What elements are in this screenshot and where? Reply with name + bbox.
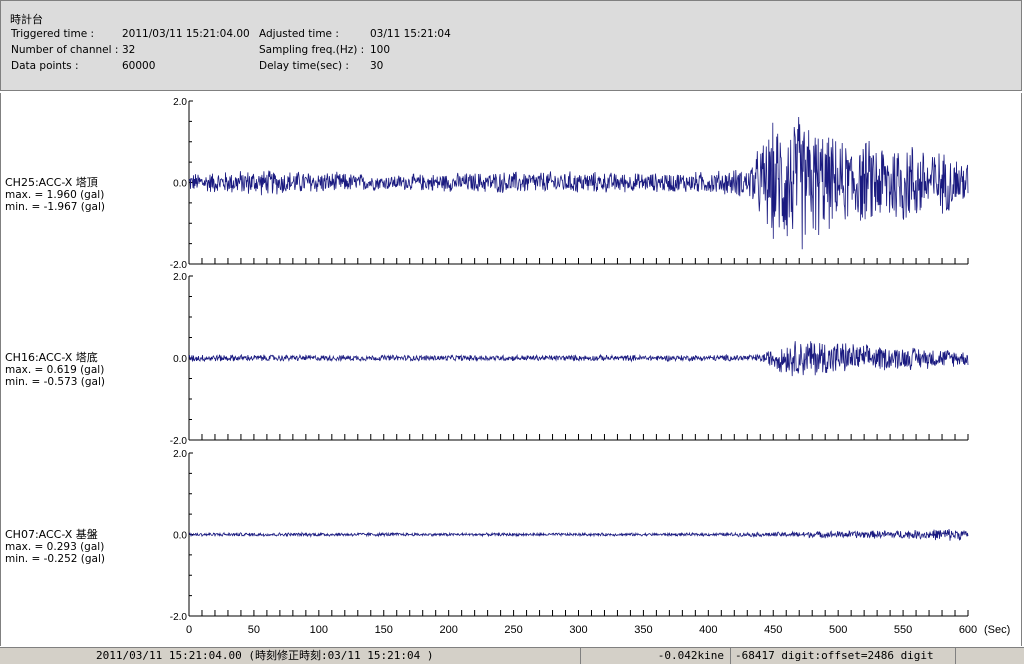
channel-max: max. = 1.960 (gal) bbox=[5, 189, 105, 201]
x-tick-label: 550 bbox=[894, 624, 912, 636]
waveform-plot-area[interactable]: 2.0 0.0 -2.0 2.0 0.0 -2.0 2.0 0.0 -2.0 0 50 100 150 2… bbox=[0, 93, 1022, 646]
x-tick-label: 50 bbox=[248, 624, 260, 636]
channel-count-label: Number of channel : bbox=[11, 44, 119, 56]
x-tick-label: 0 bbox=[186, 624, 192, 636]
triggered-time-label: Triggered time : bbox=[11, 28, 95, 40]
channel-label-ch07: CH07:ACC-X 基盤 max. = 0.293 (gal) min. = … bbox=[5, 528, 106, 566]
x-axis-label: (Sec) bbox=[984, 624, 1010, 636]
y-tick-label: 0.0 bbox=[173, 179, 187, 190]
y-tick-label: -2.0 bbox=[170, 436, 188, 447]
y-tick-label: 2.0 bbox=[173, 449, 187, 460]
status-bar: 2011/03/11 15:21:04.00 (時刻修正時刻:03/11 15:… bbox=[0, 647, 1024, 664]
x-tick-label: 250 bbox=[504, 624, 522, 636]
x-tick-label: 400 bbox=[699, 624, 717, 636]
x-tick-label: 450 bbox=[764, 624, 782, 636]
header-panel: 時計台 Triggered time : 2011/03/11 15:21:04… bbox=[0, 0, 1022, 91]
waveform-chart[interactable]: 2.00.0-2.02.00.0-2.02.00.0-2.00 50 100 150 2… bbox=[1, 93, 1021, 646]
status-time: 2011/03/11 15:21:04.00 (時刻修正時刻:03/11 15:… bbox=[96, 649, 434, 662]
channel-name: CH07:ACC-X 基盤 bbox=[5, 528, 98, 541]
x-tick-label: 500 bbox=[829, 624, 847, 636]
x-tick-label: 600 bbox=[959, 624, 977, 636]
channel-label-ch16: CH16:ACC-X 塔底 max. = 0.619 (gal) min. = … bbox=[5, 351, 106, 389]
y-tick-label: 2.0 bbox=[173, 97, 187, 108]
channel-max: max. = 0.293 (gal) bbox=[5, 541, 105, 553]
waveform-trace bbox=[188, 341, 969, 377]
station-title: 時計台 bbox=[10, 13, 43, 26]
y-tick-label: 0.0 bbox=[173, 531, 187, 542]
y-tick-label: -2.0 bbox=[170, 612, 188, 623]
channel-min: min. = -1.967 (gal) bbox=[5, 201, 106, 213]
adjusted-time-label: Adjusted time : bbox=[259, 28, 339, 40]
delay-time-value: 30 bbox=[370, 60, 384, 72]
adjusted-time-value: 03/11 15:21:04 bbox=[370, 28, 451, 40]
channel-min: min. = -0.252 (gal) bbox=[5, 553, 106, 565]
channel-name: CH16:ACC-X 塔底 bbox=[5, 351, 98, 364]
y-tick-label: 0.0 bbox=[173, 354, 187, 365]
sampling-freq-label: Sampling freq.(Hz) : bbox=[259, 44, 365, 56]
triggered-time-value: 2011/03/11 15:21:04.00 bbox=[122, 28, 250, 40]
delay-time-label: Delay time(sec) : bbox=[259, 60, 349, 72]
y-tick-label: -2.0 bbox=[170, 260, 188, 271]
x-tick-label: 100 bbox=[310, 624, 328, 636]
channel-max: max. = 0.619 (gal) bbox=[5, 364, 105, 376]
waveform-trace bbox=[188, 116, 969, 250]
waveform-trace bbox=[188, 528, 969, 541]
status-digit: -68417 digit:offset=2486 digit bbox=[730, 648, 955, 664]
data-points-label: Data points : bbox=[11, 60, 79, 72]
channel-count-value: 32 bbox=[122, 44, 136, 56]
x-tick-label: 300 bbox=[569, 624, 587, 636]
status-empty-pane bbox=[955, 648, 1024, 664]
x-tick-label: 350 bbox=[634, 624, 652, 636]
sampling-freq-value: 100 bbox=[370, 44, 391, 56]
channel-name: CH25:ACC-X 塔頂 bbox=[5, 176, 98, 189]
channel-min: min. = -0.573 (gal) bbox=[5, 376, 106, 388]
x-tick-label: 150 bbox=[375, 624, 393, 636]
x-tick-label: 200 bbox=[439, 624, 457, 636]
y-tick-label: 2.0 bbox=[173, 272, 187, 283]
channel-label-ch25: CH25:ACC-X 塔頂 max. = 1.960 (gal) min. = … bbox=[5, 176, 106, 214]
data-points-value: 60000 bbox=[122, 60, 156, 72]
status-kine: -0.042kine bbox=[580, 648, 730, 664]
